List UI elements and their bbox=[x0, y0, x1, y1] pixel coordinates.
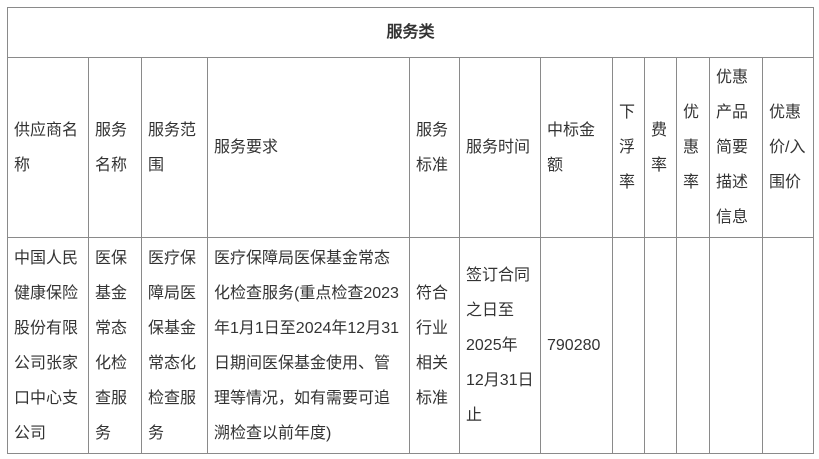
cell-fee-rate bbox=[644, 237, 677, 454]
table-title: 服务类 bbox=[6, 7, 815, 58]
table-title-row: 服务类 bbox=[6, 7, 815, 58]
col-header-winning-bid-amount: 中标金额 bbox=[540, 57, 613, 238]
col-header-preferential-price: 优惠价/入围价 bbox=[761, 57, 815, 238]
cell-service-scope: 医疗保障局医保基金常态化检查服务 bbox=[141, 237, 208, 454]
cell-service-standard: 符合行业相关标准 bbox=[409, 237, 460, 454]
cell-service-time: 签订合同之日至2025年12月31日止 bbox=[459, 237, 541, 454]
cell-winning-bid-amount: 790280 bbox=[540, 237, 613, 454]
col-header-service-requirements: 服务要求 bbox=[207, 57, 410, 238]
cell-preferential-product-description bbox=[709, 237, 763, 454]
col-header-service-name: 服务名称 bbox=[88, 57, 142, 238]
col-header-fee-rate: 费率 bbox=[644, 57, 677, 238]
cell-preferential-price bbox=[761, 237, 815, 454]
cell-supplier-name: 中国人民健康保险股份有限公司张家口中心支公司 bbox=[7, 237, 89, 454]
col-header-service-scope: 服务范围 bbox=[141, 57, 208, 238]
col-header-discount-rate: 下浮率 bbox=[612, 57, 645, 238]
col-header-supplier-name: 供应商名称 bbox=[7, 57, 89, 238]
cell-discount-rate bbox=[612, 237, 645, 454]
cell-preferential-rate bbox=[676, 237, 710, 454]
col-header-service-time: 服务时间 bbox=[459, 57, 541, 238]
col-header-preferential-product-description: 优惠产品简要描述信息 bbox=[709, 57, 763, 238]
table-header-row: 供应商名称 服务名称 服务范围 服务要求 服务标准 服务时间 中标金额 下浮率 … bbox=[7, 57, 815, 238]
cell-service-requirements: 医疗保障局医保基金常态化检查服务(重点检查2023年1月1日至2024年12月3… bbox=[207, 237, 410, 454]
cell-service-name: 医保基金常态化检查服务 bbox=[88, 237, 142, 454]
service-category-table: 服务类 供应商名称 服务名称 服务范围 服务要求 服务标准 服务时间 中标金额 … bbox=[6, 7, 815, 454]
col-header-service-standard: 服务标准 bbox=[409, 57, 460, 238]
col-header-preferential-rate: 优惠率 bbox=[676, 57, 710, 238]
table-row: 中国人民健康保险股份有限公司张家口中心支公司 医保基金常态化检查服务 医疗保障局… bbox=[7, 237, 815, 454]
